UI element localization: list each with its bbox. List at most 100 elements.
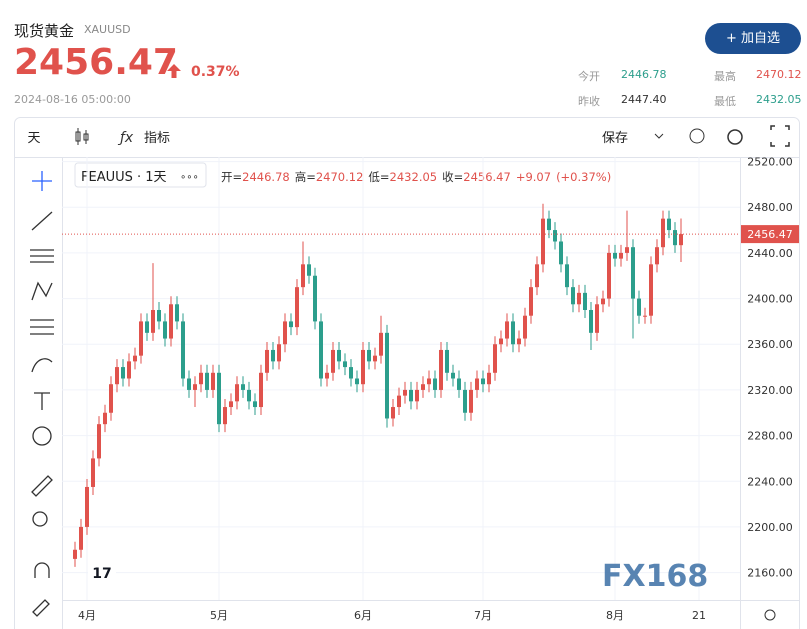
price: 2456.47 — [14, 42, 178, 83]
line-tool[interactable] — [31, 211, 53, 231]
legend-label: 高= — [295, 170, 316, 184]
symbol: XAUUSD — [84, 23, 131, 36]
magnet-tool[interactable] — [34, 562, 50, 578]
candle-body — [91, 458, 95, 487]
candle-type-button[interactable] — [75, 128, 89, 145]
symbol-box[interactable] — [74, 162, 207, 188]
candle-body — [487, 372, 491, 385]
candle-body — [259, 372, 263, 408]
candle-body — [583, 292, 587, 310]
x-tick-label: 8月 — [606, 609, 624, 622]
candle-body — [469, 389, 473, 413]
x-tick-label: 7月 — [474, 609, 492, 622]
y-tick-label: 2520.00 — [747, 156, 793, 169]
tv-logo — [88, 560, 116, 584]
candle-body — [481, 378, 485, 385]
crosshair-tool[interactable] — [32, 171, 52, 191]
candle-body — [445, 349, 449, 373]
candle-body — [595, 304, 599, 333]
candle-body — [79, 526, 83, 550]
legend-value: 2446.78 — [242, 170, 290, 184]
candle-body — [289, 321, 293, 328]
x-tick-label: 5月 — [210, 609, 228, 622]
candle-body — [103, 412, 107, 425]
y-tick-label: 2440.00 — [747, 247, 793, 260]
candle-body — [151, 309, 155, 333]
stat-value: 2447.40 — [621, 93, 667, 106]
stat-value: 2432.05 — [756, 93, 802, 106]
candle-body — [295, 287, 299, 328]
legend-value: 2456.47 — [463, 170, 511, 184]
candle-body — [433, 378, 437, 390]
candle-body — [139, 321, 143, 356]
candle-body — [205, 372, 209, 390]
legend-label: 收= — [442, 170, 463, 184]
candle-body — [373, 355, 377, 362]
axis-settings[interactable] — [764, 609, 776, 621]
alert-button[interactable] — [689, 128, 705, 144]
add-watchlist-button[interactable]: + 加自选 — [705, 23, 801, 54]
fib-tool[interactable] — [30, 249, 54, 263]
indicators-button[interactable]: 指标 — [144, 131, 170, 146]
candle-body — [379, 332, 383, 356]
candle-body — [325, 372, 329, 379]
fullscreen-button[interactable] — [770, 125, 790, 147]
candle-body — [607, 252, 611, 299]
candle-body — [559, 241, 563, 265]
legend-symbol: FEAUUS · 1天 — [81, 170, 167, 185]
legend-change-pct: (+0.37%) — [556, 170, 611, 184]
candle-body — [85, 486, 89, 527]
brush-tool[interactable] — [31, 358, 53, 373]
legend-more[interactable]: ∘∘∘ — [180, 172, 199, 183]
save-dropdown[interactable] — [654, 133, 664, 139]
candle-body — [499, 338, 503, 345]
stat-value: 2446.78 — [621, 68, 667, 81]
candle-body — [337, 349, 341, 362]
candle-body — [565, 264, 569, 288]
y-tick-label: 2200.00 — [747, 521, 793, 534]
prediction-tool[interactable] — [30, 319, 54, 335]
candle-body — [391, 407, 395, 419]
candle-body — [181, 321, 185, 379]
emoji-tool[interactable] — [32, 426, 52, 446]
candle-body — [655, 247, 659, 265]
title: 现货黄金 — [14, 22, 75, 40]
candle-body — [415, 389, 419, 402]
candle-body — [577, 292, 581, 305]
candle-body — [283, 321, 287, 345]
candle-body — [571, 287, 575, 305]
candle-body — [223, 407, 227, 425]
candle-body — [643, 315, 647, 317]
candle-body — [235, 384, 239, 402]
candle-body — [169, 304, 173, 339]
x-tick-label: 4月 — [78, 609, 96, 622]
candle-body — [511, 321, 515, 345]
stat-label: 最高 — [714, 70, 736, 83]
zoom-tool[interactable] — [32, 511, 48, 527]
y-tick-label: 2280.00 — [747, 430, 793, 443]
candle-body — [73, 549, 77, 559]
lock-tool[interactable] — [32, 599, 50, 617]
candle-body — [319, 321, 323, 379]
candle-body — [493, 344, 497, 373]
interval-button[interactable]: 天 — [27, 131, 40, 146]
candle-body — [517, 338, 521, 345]
pattern-tool[interactable] — [31, 281, 53, 301]
save-button[interactable]: 保存 — [602, 131, 628, 146]
candle-body — [241, 384, 245, 390]
candle-body — [421, 384, 425, 390]
last-price-label: 2456.47 — [747, 228, 793, 241]
candle-body — [115, 367, 119, 385]
candle-body — [427, 378, 431, 385]
candle-body — [403, 389, 407, 396]
candle-body — [229, 401, 233, 408]
candle-body — [199, 372, 203, 385]
stat-label: 最低 — [714, 95, 736, 108]
ruler-tool[interactable] — [31, 475, 53, 497]
candle-body — [397, 395, 401, 408]
text-tool[interactable] — [34, 392, 50, 410]
candle-body — [631, 247, 635, 299]
candle-body — [109, 384, 113, 413]
candle-body — [187, 378, 191, 390]
settings-button[interactable] — [727, 129, 743, 145]
